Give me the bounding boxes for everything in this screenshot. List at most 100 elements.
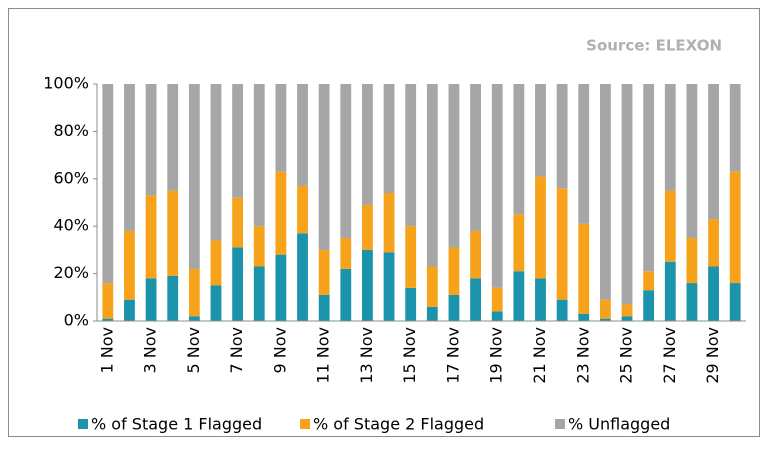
legend-marker (300, 419, 310, 429)
bar-segment (729, 283, 741, 321)
x-tick-label: 15 Nov (400, 327, 419, 384)
source-note: Source: ELEXON (586, 37, 722, 55)
bar-segment (253, 266, 265, 321)
bar-segment (102, 318, 114, 321)
x-tick-label: 3 Nov (141, 327, 160, 374)
bar-segment (513, 84, 525, 215)
bar-segment (340, 238, 352, 269)
bar-segment (275, 254, 287, 321)
bar-segment (405, 226, 417, 288)
x-tick-label: 29 Nov (703, 327, 722, 384)
bar-segment (297, 233, 308, 321)
bar-segment (513, 271, 525, 321)
bar-segment (556, 84, 568, 189)
bar-segment (448, 84, 460, 248)
legend-label: % Unflagged (568, 415, 670, 434)
bar-segment (362, 84, 373, 205)
bar-segment (340, 84, 352, 239)
legend-marker (555, 419, 565, 429)
bar-segment (405, 84, 417, 227)
bar-segment (210, 240, 222, 286)
bar-segment (318, 249, 330, 295)
bar-segment (275, 171, 287, 255)
y-tick-label: 100% (43, 74, 89, 93)
bar-segment (318, 294, 330, 321)
x-tick-label: 21 Nov (530, 327, 549, 384)
x-tick-label: 11 Nov (314, 327, 333, 384)
bar-segment (664, 261, 676, 321)
bar-segment (621, 84, 633, 305)
x-tick-label: 27 Nov (660, 327, 679, 384)
bar-segment (232, 197, 244, 248)
x-tick-label: 23 Nov (573, 327, 592, 384)
bar-segment (599, 84, 611, 300)
x-tick-label: 7 Nov (227, 327, 246, 374)
bar-segment (383, 84, 395, 194)
bar-segment (188, 316, 200, 321)
bar-segment (491, 311, 503, 321)
bar-segment (297, 185, 308, 234)
bar-segment (124, 84, 135, 231)
bar-segment (145, 278, 157, 321)
bar-segment (535, 278, 546, 321)
bar-segment (232, 247, 244, 321)
bar-segment (275, 84, 287, 172)
bar-segment (253, 84, 265, 227)
bar-segment (643, 84, 655, 272)
bar-segment (621, 304, 633, 317)
y-tick-label: 60% (53, 168, 89, 187)
bar-segment (362, 204, 373, 250)
bar-segment (686, 238, 698, 284)
bar-segment (448, 294, 460, 321)
bar-segment (556, 188, 568, 300)
bar-segment (167, 275, 179, 321)
bar-segment (664, 84, 676, 191)
bar-segment (232, 84, 244, 198)
bar-segment (729, 171, 741, 284)
bar-segment (145, 84, 157, 196)
bar-segment (383, 252, 395, 321)
bar-segment (578, 223, 590, 314)
bar-segment (318, 84, 330, 250)
bar-segment (578, 84, 590, 224)
legend-label: % of Stage 2 Flagged (313, 415, 484, 434)
y-tick-label: 20% (53, 263, 89, 282)
bar-segment (664, 190, 676, 262)
bar-segment (535, 176, 546, 279)
bar-segment (167, 84, 179, 191)
bar-segment (578, 313, 590, 321)
bar-segment (340, 268, 352, 321)
bar-segment (643, 271, 655, 291)
bar-segment (599, 318, 611, 321)
bar-segment (188, 268, 200, 317)
bar-segment (491, 287, 503, 312)
bar-segment (470, 84, 481, 231)
bar-segment (621, 316, 633, 321)
bar-segment (686, 283, 698, 321)
bar-segment (686, 84, 698, 239)
bar-segment (470, 278, 481, 321)
bar-segment (426, 84, 438, 267)
legend-marker (78, 419, 88, 429)
y-tick-label: 80% (53, 121, 89, 140)
bar-segment (708, 84, 719, 220)
x-tick-label: 17 Nov (443, 327, 462, 384)
bar-segment (535, 84, 546, 177)
bar-segment (426, 266, 438, 307)
x-tick-label: 19 Nov (487, 327, 506, 384)
bar-segment (491, 84, 503, 288)
bar-segment (405, 287, 417, 321)
bar-segment (210, 84, 222, 241)
x-tick-label: 9 Nov (270, 327, 289, 374)
bar-segment (102, 283, 114, 319)
legend-label: % of Stage 1 Flagged (91, 415, 262, 434)
bar-segment (556, 299, 568, 321)
bar-segment (708, 266, 719, 321)
bar-segment (124, 299, 135, 321)
bar-segment (362, 249, 373, 321)
bar-segment (124, 230, 135, 300)
bar-segment (167, 190, 179, 276)
bar-segment (470, 230, 481, 279)
bar-segment (448, 247, 460, 295)
